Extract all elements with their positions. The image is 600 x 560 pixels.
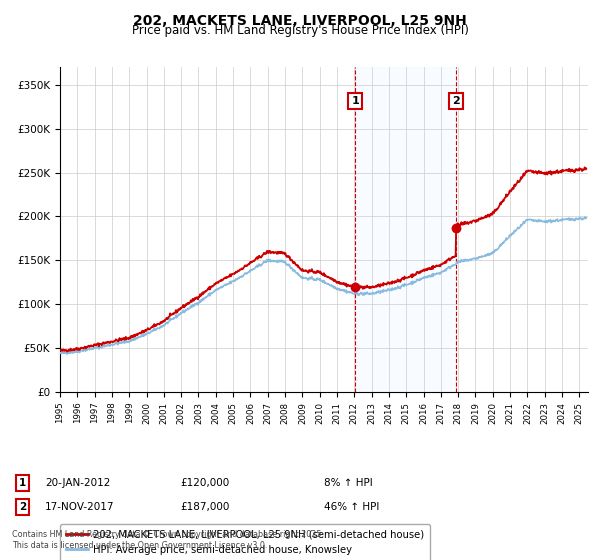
Legend: 202, MACKETS LANE, LIVERPOOL, L25 9NH (semi-detached house), HPI: Average price,: 202, MACKETS LANE, LIVERPOOL, L25 9NH (s… [60,524,430,560]
Text: 202, MACKETS LANE, LIVERPOOL, L25 9NH: 202, MACKETS LANE, LIVERPOOL, L25 9NH [133,14,467,28]
Text: Price paid vs. HM Land Registry's House Price Index (HPI): Price paid vs. HM Land Registry's House … [131,24,469,37]
Text: £187,000: £187,000 [180,502,229,512]
Text: 1: 1 [351,96,359,106]
Text: 2: 2 [19,502,26,512]
Point [451,223,461,232]
Text: This data is licensed under the Open Government Licence v3.0.: This data is licensed under the Open Gov… [12,541,268,550]
Text: 20-JAN-2012: 20-JAN-2012 [45,478,110,488]
Text: 8% ↑ HPI: 8% ↑ HPI [324,478,373,488]
Text: £120,000: £120,000 [180,478,229,488]
Text: 46% ↑ HPI: 46% ↑ HPI [324,502,379,512]
Bar [355,67,456,392]
Point [350,282,360,291]
Text: 2: 2 [452,96,460,106]
Text: 17-NOV-2017: 17-NOV-2017 [45,502,115,512]
Text: 1: 1 [19,478,26,488]
Text: Contains HM Land Registry data © Crown copyright and database right 2025.: Contains HM Land Registry data © Crown c… [12,530,324,539]
